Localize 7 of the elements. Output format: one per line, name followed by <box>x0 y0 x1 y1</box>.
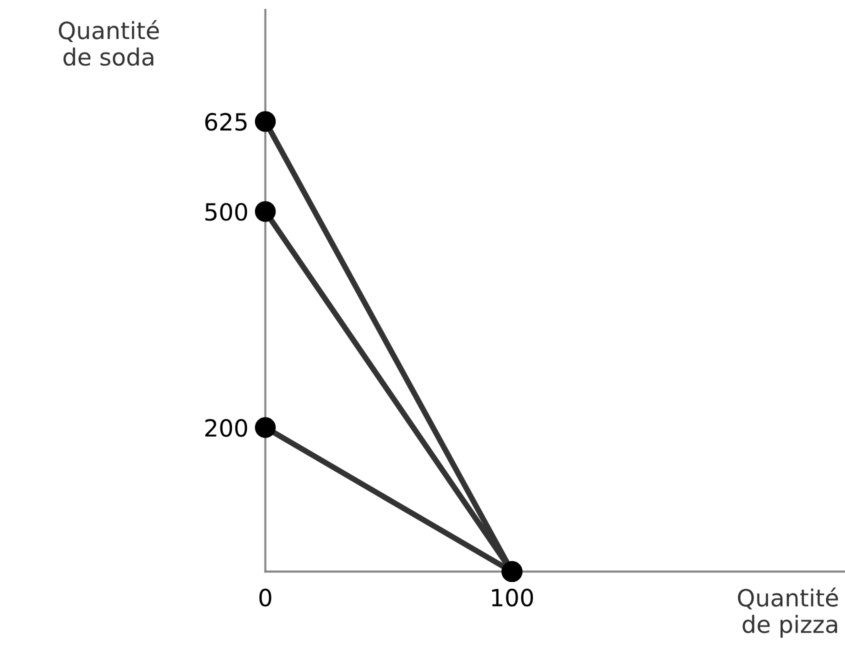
x-tick-label: 100 <box>492 588 533 607</box>
x-tick-label: 0 <box>259 588 272 607</box>
y-axis-title: Quantité de soda <box>58 20 159 66</box>
x-axis-title: Quantité de pizza <box>738 588 838 638</box>
y-tick-label: 200 <box>205 419 248 437</box>
y-tick-label: 500 <box>205 202 248 221</box>
y-tick-label: 625 <box>205 112 247 131</box>
